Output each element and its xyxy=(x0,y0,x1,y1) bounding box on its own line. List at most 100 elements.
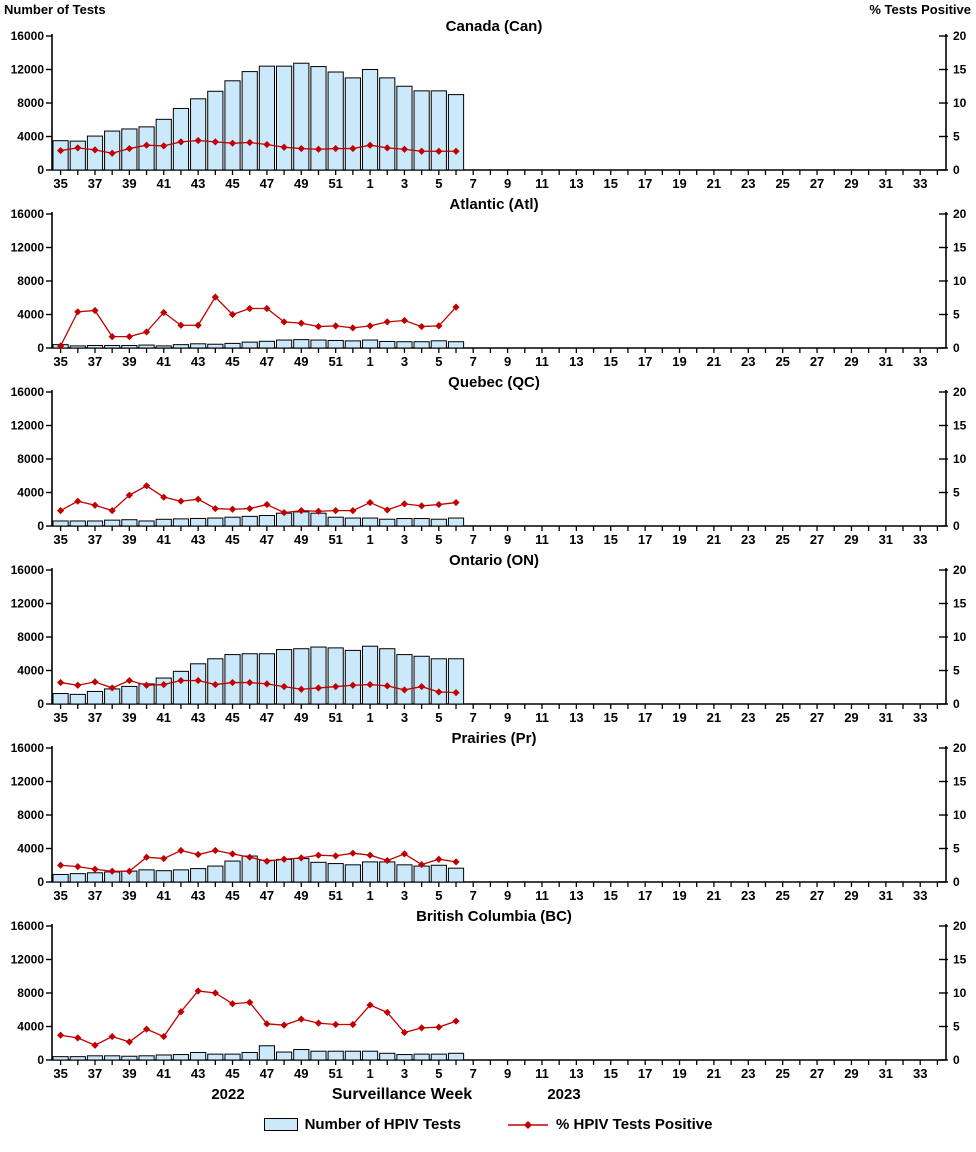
x-tick-label: 41 xyxy=(157,710,171,725)
pct-marker-icon xyxy=(74,144,82,152)
x-tick-label: 11 xyxy=(535,176,549,191)
x-tick-label: 37 xyxy=(88,888,102,903)
pct-marker-icon xyxy=(349,506,357,515)
bar-week xyxy=(155,345,172,349)
pct-marker-icon xyxy=(418,1024,426,1032)
bar-week xyxy=(241,1051,258,1061)
x-tick-label: 15 xyxy=(604,1066,618,1081)
pct-marker-icon xyxy=(418,682,426,691)
x-tick-label: 15 xyxy=(604,888,618,903)
pct-marker-icon xyxy=(332,144,340,153)
x-tick-label: 37 xyxy=(88,176,102,191)
y-left-axis: 0 4000 8000 12000 16000 xyxy=(11,207,52,355)
x-tick-label: 49 xyxy=(294,1066,308,1081)
legend-bar-swatch-icon xyxy=(263,1118,298,1131)
x-tick-label: 1 xyxy=(366,354,373,369)
year-2023-label: 2023 xyxy=(547,1086,581,1103)
x-tick-label: 9 xyxy=(504,532,511,547)
x-tick-label: 39 xyxy=(122,710,136,725)
pct-marker-icon xyxy=(452,858,460,866)
y-right-tick-label: 10 xyxy=(953,274,967,288)
x-tick-label: 45 xyxy=(225,532,239,547)
tests-bars xyxy=(52,855,465,883)
y-right-axis: 0 5 10 15 20 xyxy=(939,563,967,711)
x-tick-label: 5 xyxy=(435,710,442,725)
pct-marker-icon xyxy=(74,862,82,871)
axis-titles-row: Number of Tests % Tests Positive xyxy=(0,2,976,18)
x-tick-label: 1 xyxy=(366,710,373,725)
pct-marker-icon xyxy=(383,1008,391,1017)
bar-week xyxy=(344,340,361,349)
bar-week xyxy=(447,658,465,705)
x-tick-label: 19 xyxy=(672,532,686,547)
pct-marker-icon xyxy=(56,342,65,350)
x-tick-label: 33 xyxy=(913,354,927,369)
y-right-tick-label: 10 xyxy=(953,986,967,1000)
x-axis-ticks: 35 37 39 41 43 45 47 49 51 1 3 5 7 9 11 13 15 17 19 21 23 25 2… xyxy=(53,348,939,369)
chart-panel-prairies-pr: Prairies (Pr)040008000120001600005101520… xyxy=(11,730,967,903)
x-tick-label: 23 xyxy=(741,888,755,903)
bar-week xyxy=(396,1054,413,1061)
pct-marker-icon xyxy=(383,144,391,152)
x-tick-label: 27 xyxy=(810,354,824,369)
pct-marker-icon xyxy=(246,504,254,513)
bar-week xyxy=(104,519,121,527)
x-tick-label: 27 xyxy=(810,532,824,547)
axes xyxy=(51,924,947,1061)
x-axis-title: Surveillance Week xyxy=(331,1086,473,1103)
chart-panel-british-columbia-bc: British Columbia (BC) 0 4000 8000 12000 16000… xyxy=(11,908,967,1081)
pct-marker-icon xyxy=(263,500,271,509)
bar-week xyxy=(86,872,104,883)
x-tick-label: 31 xyxy=(879,710,893,725)
y-right-tick-label: 5 xyxy=(953,842,960,856)
pct-marker-icon xyxy=(228,1000,237,1008)
y-right-tick-label: 20 xyxy=(953,741,967,755)
y-left-tick-label: 16000 xyxy=(11,741,45,755)
pct-marker-icon xyxy=(177,1008,185,1016)
bar-week xyxy=(293,339,310,349)
y-right-tick-label: 15 xyxy=(953,63,967,77)
x-tick-label: 47 xyxy=(260,888,274,903)
x-tick-label: 17 xyxy=(638,888,652,903)
y-left-axis: 0 4000 8000 12000 16000 xyxy=(11,29,52,177)
x-tick-label: 13 xyxy=(569,176,583,191)
pct-marker-icon xyxy=(418,322,426,331)
x-tick-label: 7 xyxy=(470,354,477,369)
x-tick-label: 45 xyxy=(225,710,239,725)
x-tick-label: 25 xyxy=(775,354,789,369)
bar-week xyxy=(207,90,224,171)
pct-marker-icon xyxy=(400,850,409,858)
pct-marker-icon xyxy=(56,1031,65,1039)
x-tick-label: 51 xyxy=(328,710,342,725)
pct-marker-icon xyxy=(91,501,99,509)
pct-marker-icon xyxy=(435,147,443,155)
x-axis-title-row: 2022 Surveillance Week 2023 xyxy=(0,1086,976,1110)
bar-week xyxy=(344,649,361,705)
x-tick-label: 21 xyxy=(707,176,721,191)
x-tick-label: 5 xyxy=(435,532,442,547)
y-left-tick-label: 0 xyxy=(37,163,44,177)
pct-marker-icon xyxy=(56,861,65,869)
x-tick-label: 41 xyxy=(157,176,171,191)
x-tick-label: 7 xyxy=(470,888,477,903)
pct-marker-icon xyxy=(160,680,168,689)
x-tick-label: 33 xyxy=(913,710,927,725)
x-tick-label: 27 xyxy=(810,1066,824,1081)
x-tick-label: 45 xyxy=(225,888,239,903)
bar-week xyxy=(361,645,379,705)
x-tick-label: 11 xyxy=(535,888,549,903)
legend-line-label: % HPIV Tests Positive xyxy=(555,1116,713,1133)
pct-marker-icon xyxy=(194,321,202,329)
pct-marker-icon xyxy=(297,854,305,862)
pct-marker-icon xyxy=(211,989,219,997)
bar-week xyxy=(430,864,447,883)
pct-marker-icon xyxy=(177,676,185,685)
pct-marker-icon xyxy=(366,141,374,149)
axes xyxy=(51,746,947,883)
x-tick-label: 49 xyxy=(294,532,308,547)
chart-panels: Canada (Can) 0 4000 8000 12000 16000 0 5 10 15 20 3… xyxy=(0,16,976,1084)
x-tick-label: 19 xyxy=(672,354,686,369)
bar-week xyxy=(430,518,447,527)
y-right-tick-label: 5 xyxy=(953,664,960,678)
pct-marker-icon xyxy=(74,308,82,316)
